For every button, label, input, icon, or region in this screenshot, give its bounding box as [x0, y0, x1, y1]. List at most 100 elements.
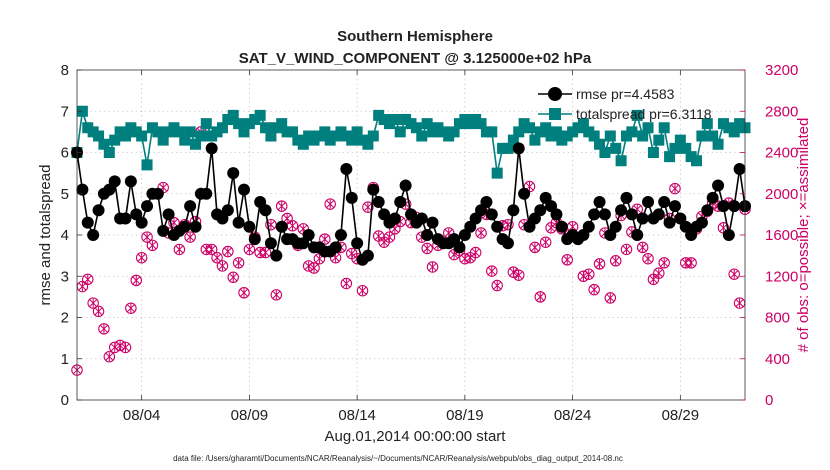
- y-tick-label: 4: [61, 227, 69, 244]
- obs-assimilated-point: [735, 298, 744, 308]
- totalspread-point: [707, 130, 719, 142]
- totalspread-point: [653, 134, 665, 146]
- rmse-point: [340, 163, 353, 175]
- rmse-point: [248, 233, 261, 246]
- totalspread-point: [93, 130, 105, 142]
- obs-possible-point: [658, 257, 670, 269]
- obs-assimilated-point: [541, 237, 550, 247]
- totalspread-point: [109, 134, 121, 146]
- obs-possible-point: [486, 265, 498, 277]
- legend-spread-label: totalspread pr=6.3118: [576, 106, 712, 122]
- axis-ticks: 08/04 08/09 08/14 08/19 08/24 08/290123456780…: [61, 62, 799, 424]
- obs-assimilated-point: [229, 272, 238, 282]
- y2-tick-label: 3200: [765, 62, 798, 79]
- rmse-point: [367, 183, 380, 196]
- rmse-point: [625, 208, 638, 221]
- y2-tick-label: 2400: [765, 145, 798, 162]
- totalspread-point: [421, 118, 433, 130]
- obs-possible-point: [340, 277, 353, 290]
- obs-possible-point: [593, 258, 606, 270]
- obs-possible-point: [362, 201, 374, 213]
- rmse-point: [184, 200, 197, 213]
- rmse-point: [135, 216, 148, 229]
- obs-possible-point: [119, 341, 132, 354]
- rmse-point: [388, 212, 401, 225]
- rmse-point: [555, 220, 568, 233]
- obs-assimilated-point: [148, 240, 157, 250]
- totalspread-point: [265, 130, 277, 142]
- rmse-point: [361, 249, 374, 262]
- rmse-point: [157, 224, 170, 237]
- rmse-point: [582, 220, 595, 233]
- totalspread-point: [507, 134, 519, 146]
- obs-possible-point: [324, 198, 336, 210]
- obs-assimilated-point: [654, 268, 663, 278]
- totalspread-point: [233, 118, 245, 130]
- obs-possible-point: [583, 268, 595, 280]
- rmse-point: [227, 167, 240, 180]
- totalspread-point: [658, 122, 670, 134]
- obs-assimilated-point: [94, 306, 103, 316]
- obs-possible-point: [636, 241, 649, 254]
- obs-possible-point: [173, 243, 186, 256]
- totalspread-point: [319, 126, 331, 138]
- rmse-point: [345, 191, 358, 204]
- obs-possible-point: [211, 251, 223, 264]
- obs-assimilated-point: [121, 342, 130, 353]
- obs-possible-point: [421, 242, 433, 255]
- totalspread-point: [513, 126, 525, 138]
- totalspread-point: [260, 122, 272, 134]
- obs-possible-point: [356, 284, 369, 297]
- y2-tick-label: 800: [765, 310, 790, 327]
- totalspread-point: [200, 118, 212, 130]
- y2-tick-label: 1600: [765, 227, 798, 244]
- totalspread-point: [529, 134, 541, 146]
- obs-possible-point: [135, 251, 148, 264]
- rmse-point: [491, 220, 504, 233]
- rmse-point: [609, 220, 622, 233]
- obs-assimilated-point: [423, 243, 432, 254]
- y-axis-label: rmse and totalspread: [37, 165, 54, 306]
- totalspread-point: [610, 142, 622, 154]
- rmse-point: [243, 220, 256, 233]
- rmse-point: [372, 196, 385, 208]
- rmse-point: [652, 208, 665, 221]
- totalspread-point: [76, 105, 88, 117]
- rmse-point: [598, 208, 611, 221]
- rmse-point: [485, 208, 498, 221]
- rmse-point: [728, 200, 741, 213]
- totalspread-point: [286, 126, 298, 138]
- rmse-point: [507, 204, 520, 217]
- totalspread-point: [502, 142, 514, 154]
- rmse-point: [141, 200, 154, 213]
- rmse-point: [480, 196, 493, 208]
- totalspread-point: [362, 138, 374, 150]
- totalspread-point: [550, 126, 562, 138]
- obs-assimilated-point: [671, 183, 679, 194]
- obs-assimilated-point: [536, 292, 545, 302]
- rmse-point: [668, 200, 681, 213]
- rmse-point: [81, 216, 94, 229]
- totalspread-point: [674, 134, 686, 146]
- y2-tick-label: 400: [765, 351, 790, 368]
- obs-assimilated-point: [272, 290, 281, 300]
- obs-possible-point: [92, 305, 105, 318]
- rmse-point: [642, 196, 655, 208]
- legend: rmse pr=4.4583 totalspread pr=6.3118: [538, 86, 712, 122]
- rmse-point: [189, 220, 202, 233]
- totalspread-point: [152, 126, 164, 138]
- totalspread-point: [238, 126, 250, 138]
- rmse-point: [124, 175, 137, 188]
- totalspread-point: [486, 126, 498, 138]
- obs-assimilated-point: [207, 244, 216, 255]
- obs-possible-point: [146, 239, 159, 252]
- obs-assimilated-point: [245, 244, 254, 255]
- obs-assimilated-point: [590, 285, 599, 295]
- obs-possible-point: [561, 254, 573, 266]
- obs-assimilated-point: [363, 202, 372, 212]
- rmse-point: [334, 229, 347, 241]
- obs-assimilated-point: [606, 293, 615, 303]
- obs-assimilated-point: [687, 258, 696, 268]
- rmse-point: [722, 229, 735, 241]
- x-tick-label: 08/29: [662, 407, 700, 424]
